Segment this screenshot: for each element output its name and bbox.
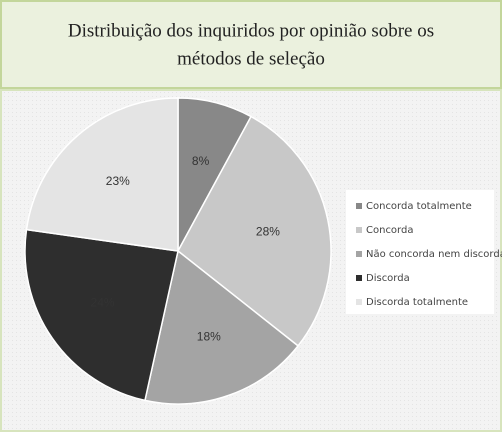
legend-label: Concorda (366, 225, 413, 236)
data-label: 24% (91, 296, 115, 310)
pie-slice (177, 115, 332, 347)
legend-swatch (356, 251, 362, 257)
pie-slice (144, 249, 300, 405)
title-box (0, 0, 502, 89)
pie-slice (24, 228, 179, 402)
legend-swatch (356, 203, 362, 209)
data-label: 8% (192, 154, 210, 168)
legend-swatch (356, 299, 362, 305)
chart-title: métodos de seleção (177, 48, 325, 69)
data-label: 28% (256, 225, 280, 239)
legend-label: Discorda (366, 273, 410, 284)
legend-label: Não concorda nem discorda (366, 249, 502, 260)
pie-slice (25, 97, 179, 252)
legend-swatch (356, 275, 362, 281)
legend-label: Concorda totalmente (366, 201, 472, 212)
data-label: 23% (106, 174, 130, 188)
chart-title: Distribuição dos inquiridos por opinião … (68, 20, 434, 41)
legend-swatch (356, 227, 362, 233)
legend-label: Discorda totalmente (366, 297, 468, 308)
legend (346, 190, 494, 314)
data-label: 18% (197, 330, 221, 344)
